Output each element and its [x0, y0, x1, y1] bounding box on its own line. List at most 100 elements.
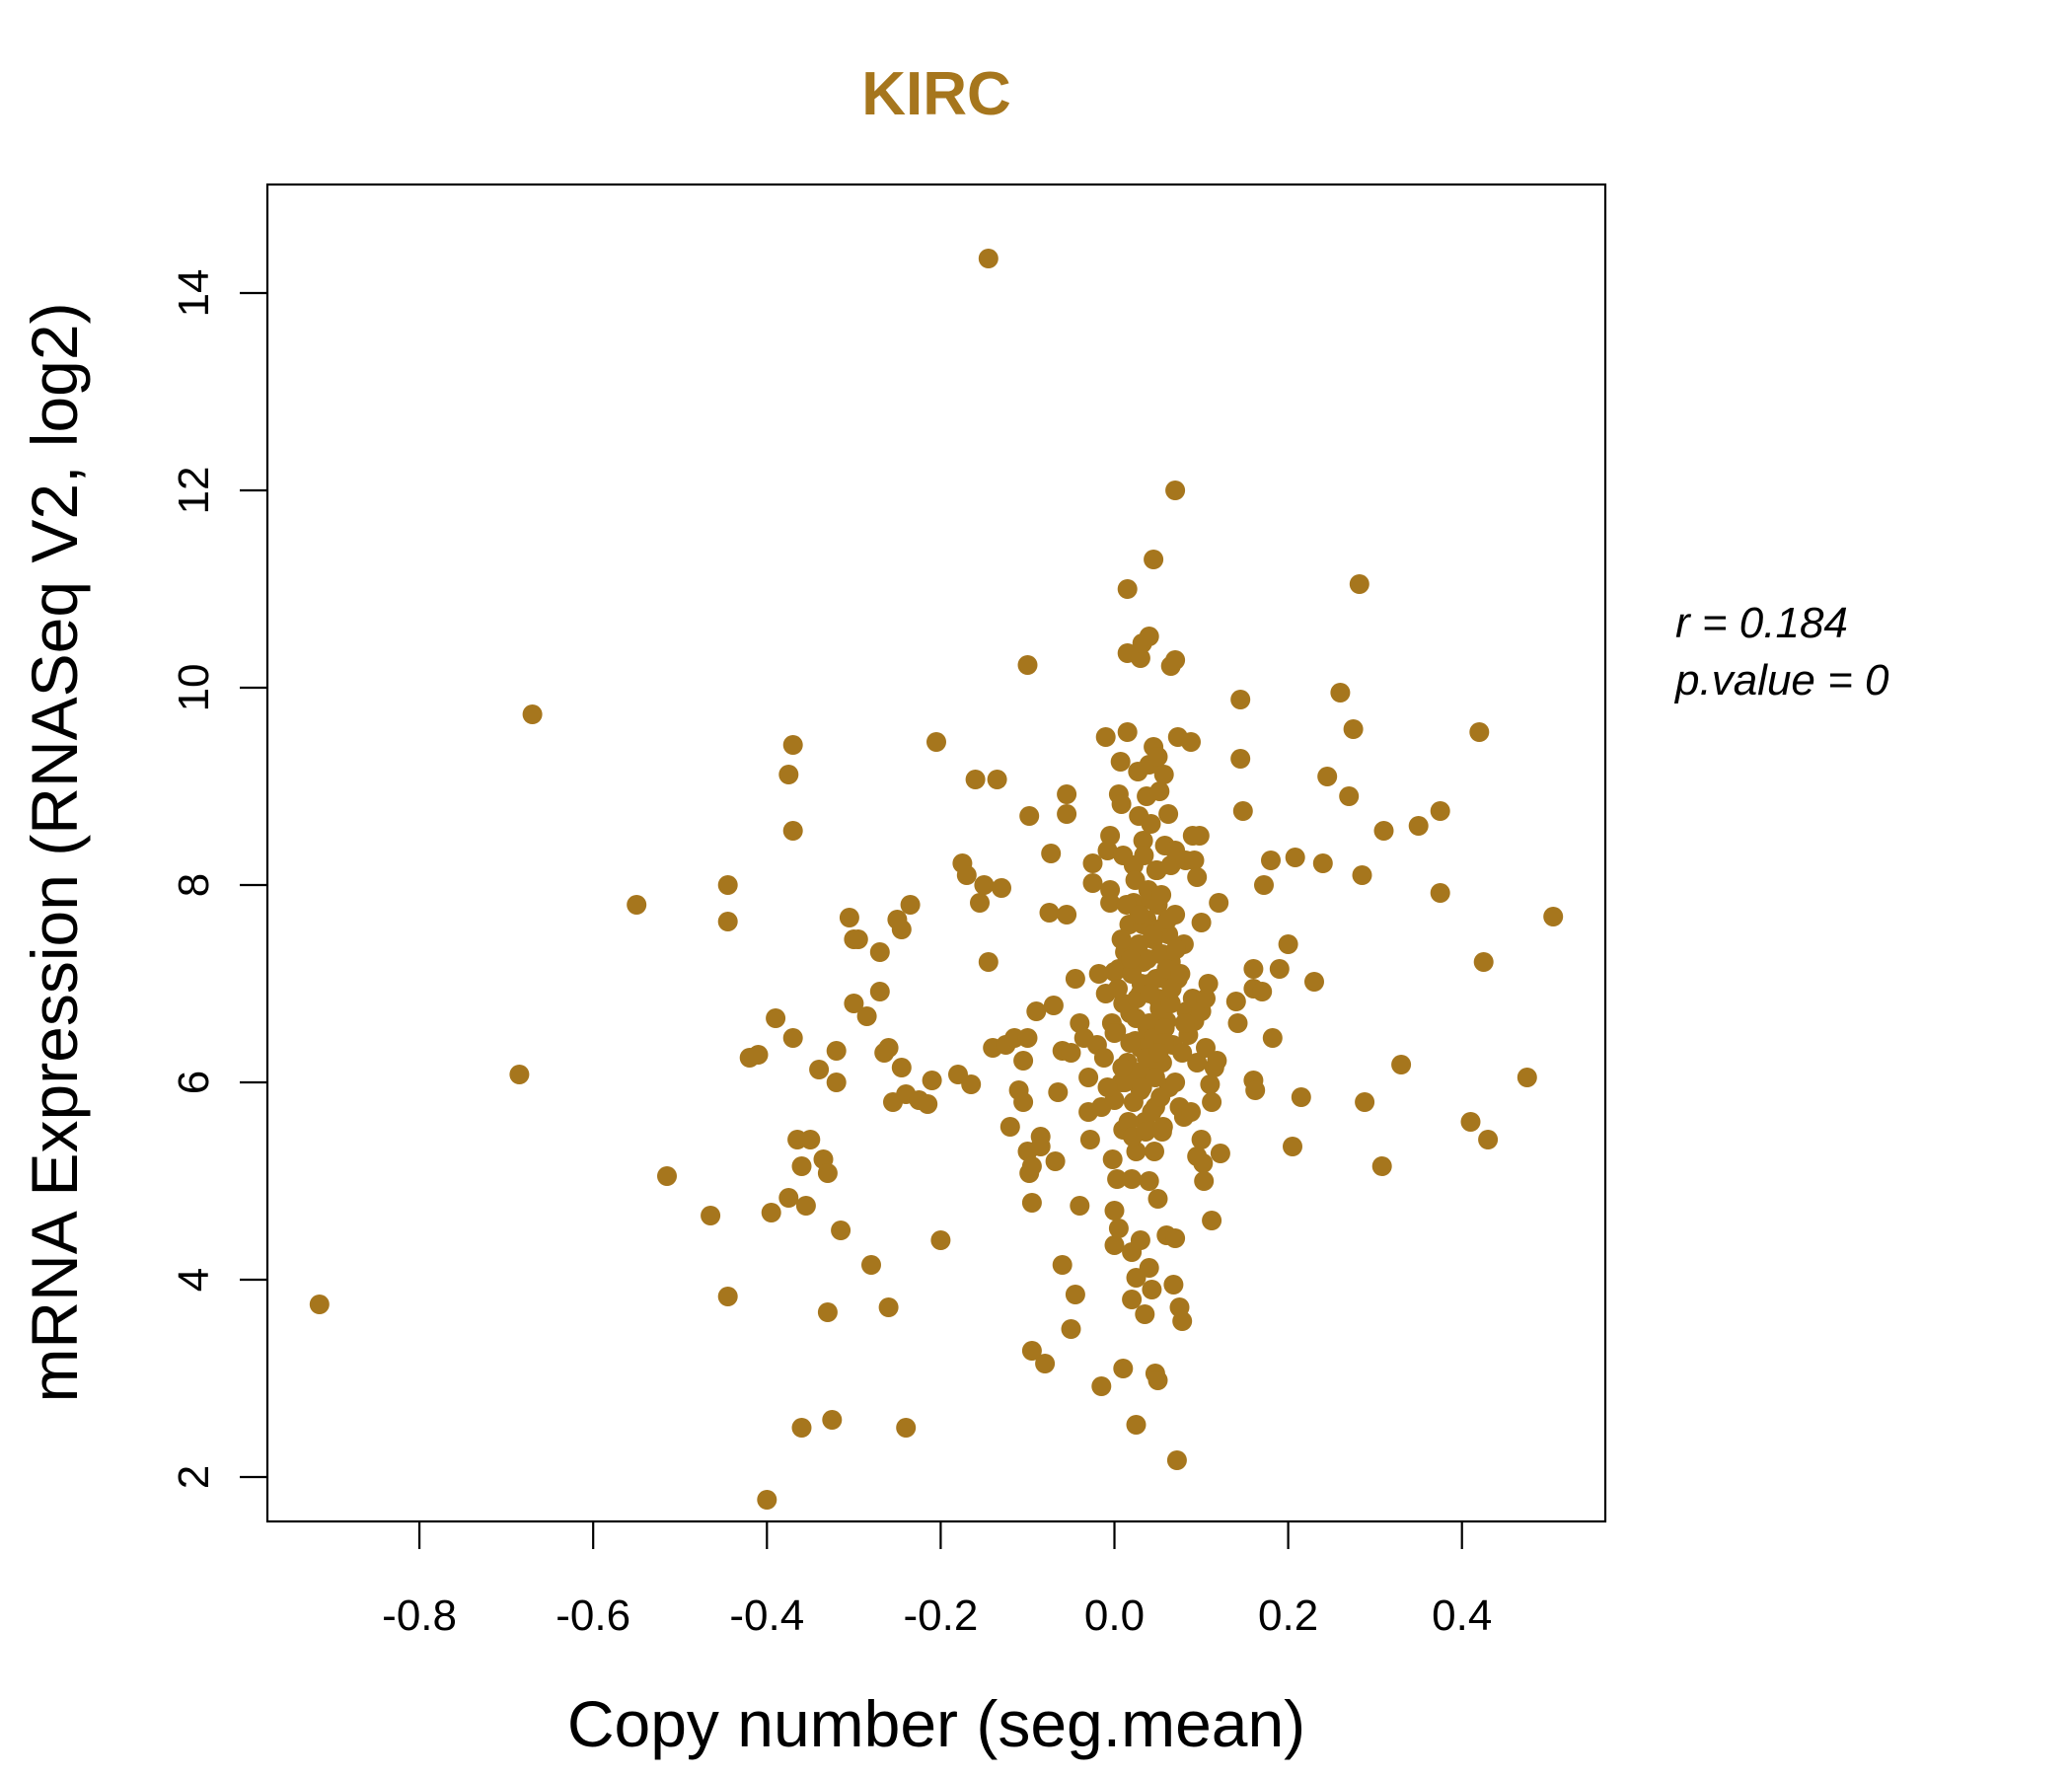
- data-point: [717, 1287, 738, 1306]
- data-point: [1041, 844, 1062, 863]
- data-point: [1129, 934, 1149, 954]
- data-point: [1030, 1137, 1051, 1156]
- data-point: [970, 893, 990, 913]
- data-point: [1200, 1074, 1221, 1094]
- data-point: [1039, 903, 1060, 923]
- data-point: [778, 765, 799, 784]
- data-point: [1088, 964, 1109, 984]
- data-point: [1065, 969, 1085, 989]
- data-point: [800, 1130, 821, 1149]
- data-point: [1150, 1087, 1171, 1107]
- data-point: [1184, 851, 1205, 870]
- data-point: [999, 1117, 1020, 1137]
- data-point: [1057, 905, 1077, 925]
- data-point: [1181, 732, 1201, 752]
- data-point: [1165, 1073, 1186, 1092]
- data-point: [922, 1071, 942, 1090]
- data-point: [1121, 949, 1142, 969]
- data-point: [1142, 1280, 1162, 1299]
- data-point: [1104, 1235, 1125, 1255]
- data-point: [817, 1302, 838, 1322]
- data-point: [1130, 905, 1149, 925]
- data-point: [1172, 1311, 1193, 1331]
- data-point: [1254, 875, 1274, 895]
- p-value-label: p.value = 0: [1673, 656, 1889, 704]
- data-point: [1122, 1290, 1143, 1309]
- data-point: [1043, 996, 1064, 1015]
- y-tick-label: 8: [170, 873, 218, 897]
- data-point: [1147, 1370, 1168, 1390]
- data-point: [1343, 719, 1364, 739]
- data-point: [1078, 1068, 1099, 1087]
- data-point: [1261, 851, 1281, 870]
- data-point: [956, 865, 977, 885]
- data-point: [1091, 1376, 1112, 1396]
- data-point: [1057, 784, 1077, 804]
- data-point: [1079, 1130, 1100, 1149]
- data-point: [1349, 574, 1369, 594]
- data-point: [1136, 1122, 1156, 1142]
- data-point: [965, 770, 986, 789]
- data-point: [1017, 1028, 1038, 1048]
- data-point: [1152, 1117, 1173, 1137]
- data-point: [1151, 885, 1172, 905]
- data-point: [1108, 1219, 1129, 1238]
- data-point: [1330, 683, 1351, 703]
- data-point: [509, 1065, 530, 1084]
- data-point: [1165, 1228, 1186, 1248]
- data-point: [1165, 650, 1186, 670]
- data-point: [1153, 765, 1174, 784]
- data-point: [1057, 804, 1077, 824]
- data-point: [1339, 786, 1360, 806]
- data-point: [1117, 722, 1138, 742]
- data-point: [717, 912, 738, 931]
- data-point: [1166, 1450, 1187, 1470]
- data-point: [309, 1295, 330, 1314]
- data-point: [1209, 893, 1229, 913]
- data-point: [1135, 1304, 1155, 1324]
- data-point: [848, 929, 868, 949]
- data-point: [1161, 979, 1182, 999]
- data-point: [1097, 841, 1118, 860]
- data-point: [782, 735, 803, 755]
- data-point: [1061, 1043, 1081, 1063]
- data-point: [1112, 1058, 1133, 1077]
- data-point: [748, 1045, 769, 1065]
- data-point: [795, 1196, 816, 1216]
- data-point: [1100, 826, 1121, 846]
- data-point: [1144, 550, 1164, 569]
- data-point: [1141, 814, 1161, 834]
- x-tick-label: 0.2: [1258, 1591, 1318, 1640]
- data-point: [657, 1166, 677, 1186]
- data-point: [1187, 867, 1208, 887]
- data-point: [1017, 655, 1038, 675]
- data-point: [1225, 992, 1246, 1011]
- data-points: [309, 249, 1564, 1510]
- data-point: [1061, 1319, 1081, 1339]
- data-point: [1145, 1068, 1165, 1087]
- y-axis-label: mRNA Expression (RNASeq V2, log2): [18, 302, 91, 1402]
- data-point: [1245, 1080, 1266, 1100]
- data-point: [1111, 794, 1132, 814]
- y-tick-label: 14: [170, 269, 218, 318]
- data-point: [1172, 1043, 1193, 1063]
- data-point: [1166, 939, 1186, 959]
- data-point: [1139, 1171, 1159, 1191]
- data-point: [1317, 767, 1338, 786]
- data-point: [1104, 962, 1125, 982]
- data-point: [1278, 934, 1298, 954]
- data-point: [1065, 1285, 1085, 1304]
- data-point: [1120, 1033, 1141, 1053]
- data-point: [1128, 1063, 1148, 1082]
- data-point: [717, 875, 738, 895]
- data-point: [1210, 1144, 1230, 1163]
- data-point: [1143, 925, 1163, 944]
- data-point: [930, 1230, 951, 1250]
- data-point: [1460, 1112, 1481, 1132]
- data-point: [1230, 749, 1251, 769]
- data-point: [791, 1418, 812, 1438]
- data-point: [1013, 1092, 1034, 1112]
- data-point: [1189, 826, 1210, 846]
- data-point: [809, 1060, 830, 1079]
- data-point: [826, 1073, 847, 1092]
